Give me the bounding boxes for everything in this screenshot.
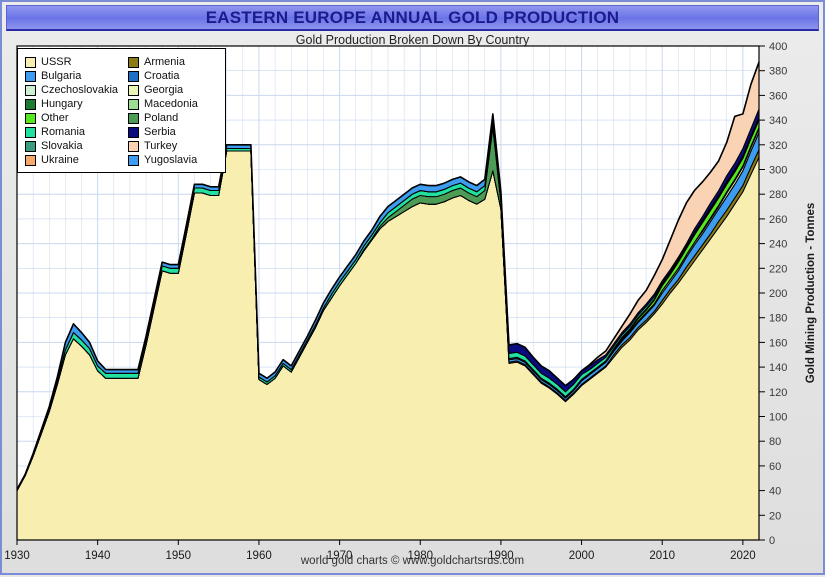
y-axis-tick-label: 360 xyxy=(769,90,787,102)
legend-item-label: Hungary xyxy=(41,97,83,110)
chart-legend: USSR Armenia Bulgaria Croatia Czechoslovakia… xyxy=(17,48,226,173)
legend-item-label: Yugoslavia xyxy=(144,153,198,166)
legend-swatch-icon xyxy=(25,140,36,152)
legend-item-czechoslovakia[interactable]: Czechoslovakia xyxy=(25,83,128,97)
legend-item-ukraine[interactable]: Ukraine xyxy=(25,153,128,167)
y-axis-tick-label: 320 xyxy=(769,140,787,152)
legend-item-label: USSR xyxy=(41,55,72,68)
y-axis-tick-label: 160 xyxy=(769,337,787,349)
legend-item-label: Czechoslovakia xyxy=(41,83,119,96)
legend-item-label: Turkey xyxy=(144,139,178,152)
legend-item-label: Croatia xyxy=(144,69,180,82)
legend-item-armenia[interactable]: Armenia xyxy=(128,55,228,69)
x-axis-tick-label: 1930 xyxy=(4,550,30,562)
chart-subtitle: Gold Production Broken Down By Country xyxy=(295,33,530,47)
legend-swatch-icon xyxy=(128,84,139,96)
y-axis-label: Gold Mining Production - Tonnes xyxy=(805,203,817,384)
y-axis-tick-label: 60 xyxy=(769,461,781,473)
y-axis-tick-label: 220 xyxy=(769,263,787,275)
legend-item-slovakia[interactable]: Slovakia xyxy=(25,139,128,153)
y-axis-tick-label: 240 xyxy=(769,239,787,251)
x-axis-tick-label: 1960 xyxy=(246,550,272,562)
legend-item-croatia[interactable]: Croatia xyxy=(128,69,228,83)
legend-item-romania[interactable]: Romania xyxy=(25,125,128,139)
legend-item-ussr[interactable]: USSR xyxy=(25,55,128,69)
legend-item-label: Georgia xyxy=(144,83,184,96)
y-axis-tick-label: 300 xyxy=(769,165,787,177)
legend-item-label: Poland xyxy=(144,111,179,124)
legend-item-turkey[interactable]: Turkey xyxy=(128,139,228,153)
y-axis-tick-label: 260 xyxy=(769,214,787,226)
legend-swatch-icon xyxy=(25,56,36,68)
legend-item-yugoslavia[interactable]: Yugoslavia xyxy=(128,153,228,167)
legend-item-label: Slovakia xyxy=(41,139,83,152)
legend-swatch-icon xyxy=(25,126,36,138)
legend-item-label: Other xyxy=(41,111,69,124)
legend-swatch-icon xyxy=(25,154,36,166)
legend-swatch-icon xyxy=(128,154,139,166)
total-production-outline xyxy=(16,61,760,490)
y-axis-tick-label: 100 xyxy=(769,412,787,424)
legend-item-label: Macedonia xyxy=(144,97,198,110)
y-axis-tick-label: 180 xyxy=(769,313,787,325)
y-axis-tick-label: 380 xyxy=(769,66,787,78)
legend-item-macedonia[interactable]: Macedonia xyxy=(128,97,228,111)
x-axis-tick-label: 2000 xyxy=(569,550,595,562)
legend-swatch-icon xyxy=(128,126,139,138)
legend-swatch-icon xyxy=(128,112,139,124)
y-axis-tick-label: 340 xyxy=(769,115,787,127)
x-axis-tick-label: 2020 xyxy=(730,550,756,562)
x-axis-tick-label: 1990 xyxy=(488,550,514,562)
x-axis-tick-label: 1970 xyxy=(327,550,353,562)
legend-item-label: Armenia xyxy=(144,55,185,68)
y-axis-tick-label: 120 xyxy=(769,387,787,399)
legend-item-bulgaria[interactable]: Bulgaria xyxy=(25,69,128,83)
legend-item-label: Ukraine xyxy=(41,153,79,166)
legend-swatch-icon xyxy=(128,56,139,68)
y-axis-tick-label: 0 xyxy=(769,535,775,547)
y-axis-tick-label: 20 xyxy=(769,510,781,522)
footer-credit: world gold charts © www.goldchartsrus.co… xyxy=(300,555,525,567)
y-axis-tick-label: 40 xyxy=(769,486,781,498)
x-axis-tick-label: 1950 xyxy=(166,550,192,562)
legend-swatch-icon xyxy=(128,98,139,110)
legend-item-poland[interactable]: Poland xyxy=(128,111,228,125)
legend-swatch-icon xyxy=(25,112,36,124)
legend-swatch-icon xyxy=(25,70,36,82)
legend-item-serbia[interactable]: Serbia xyxy=(128,125,228,139)
legend-swatch-icon xyxy=(128,70,139,82)
legend-item-hungary[interactable]: Hungary xyxy=(25,97,128,111)
legend-item-georgia[interactable]: Georgia xyxy=(128,83,228,97)
legend-swatch-icon xyxy=(25,84,36,96)
y-axis-tick-label: 400 xyxy=(769,41,787,53)
page-title: EASTERN EUROPE ANNUAL GOLD PRODUCTION xyxy=(205,7,620,27)
legend-item-other[interactable]: Other xyxy=(25,111,128,125)
legend-swatch-icon xyxy=(25,98,36,110)
legend-item-label: Romania xyxy=(41,125,86,138)
y-axis-tick-label: 200 xyxy=(769,288,787,300)
x-axis-tick-label: 2010 xyxy=(649,550,675,562)
x-axis-tick-label: 1980 xyxy=(407,550,433,562)
y-axis-tick-label: 280 xyxy=(769,189,787,201)
legend-swatch-icon xyxy=(128,140,139,152)
legend-item-label: Bulgaria xyxy=(41,69,82,82)
y-axis-tick-label: 140 xyxy=(769,362,787,374)
window-title-bar: EASTERN EUROPE ANNUAL GOLD PRODUCTION xyxy=(6,5,819,31)
y-axis-tick-label: 80 xyxy=(769,436,781,448)
x-axis-tick-label: 1940 xyxy=(85,550,111,562)
legend-item-label: Serbia xyxy=(144,125,176,138)
